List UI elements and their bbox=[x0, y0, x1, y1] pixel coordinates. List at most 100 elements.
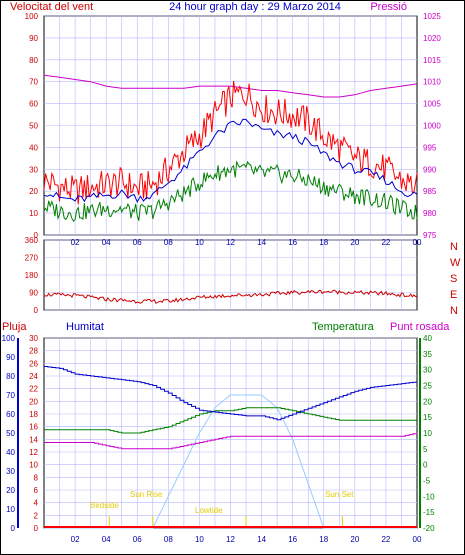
weather-x-tick-label: 18 bbox=[319, 535, 328, 544]
pressure-tick-label: 1020 bbox=[423, 34, 441, 43]
wind-min-line bbox=[43, 160, 418, 223]
weather-x-tick-label: 00 bbox=[413, 535, 422, 544]
rain-tick-label: 20 bbox=[29, 397, 38, 406]
wind-x-tick-label: 12 bbox=[226, 238, 235, 247]
weather-x-tick-label: 02 bbox=[71, 535, 80, 544]
direction-tick-label: 0 bbox=[34, 306, 39, 315]
weather-x-tick-label: 08 bbox=[164, 535, 173, 544]
rain-tick-label: 26 bbox=[29, 359, 38, 368]
temperature-tick-label: 15 bbox=[423, 413, 432, 422]
rain-tick-label: 30 bbox=[29, 334, 38, 343]
wind-x-tick-label: 10 bbox=[195, 238, 204, 247]
rain-tick-label: 18 bbox=[29, 410, 38, 419]
direction-tick-label: 360 bbox=[25, 236, 39, 245]
humidity-tick-label: 70 bbox=[6, 391, 15, 400]
wind-left-tick-label: 0 bbox=[34, 231, 39, 240]
temperature-label: Temperatura bbox=[312, 321, 375, 333]
pressure-tick-label: 980 bbox=[423, 209, 437, 218]
direction-letter-e: E bbox=[450, 289, 457, 301]
rain-tick-label: 4 bbox=[34, 499, 39, 508]
temperature-tick-label: -5 bbox=[423, 477, 431, 486]
direction-letter-n-top: N bbox=[450, 241, 458, 253]
wind-x-tick-label: 00 bbox=[413, 238, 422, 247]
wind-left-tick-label: 70 bbox=[29, 78, 38, 87]
pressure-tick-label: 1005 bbox=[423, 100, 441, 109]
dewpoint-line bbox=[44, 433, 418, 450]
temperature-tick-label: 40 bbox=[423, 334, 432, 343]
pressure-tick-label: 1000 bbox=[423, 122, 441, 131]
rain-tick-label: 28 bbox=[29, 347, 38, 356]
humidity-tick-label: 100 bbox=[2, 334, 16, 343]
humidity-tick-label: 10 bbox=[6, 505, 15, 514]
temperature-tick-label: 0 bbox=[423, 461, 428, 470]
humidity-line bbox=[44, 366, 418, 421]
weather-x-tick-label: 12 bbox=[226, 535, 235, 544]
rain-tick-label: 14 bbox=[29, 435, 38, 444]
pressure-tick-label: 975 bbox=[423, 231, 437, 240]
wind-x-tick-label: 04 bbox=[102, 238, 111, 247]
direction-letter-s: S bbox=[450, 273, 457, 285]
temperature-tick-label: -15 bbox=[423, 508, 435, 517]
wind-left-tick-label: 30 bbox=[29, 165, 38, 174]
humidity-tick-label: 90 bbox=[6, 353, 15, 362]
temperature-tick-label: -10 bbox=[423, 492, 435, 501]
annotation-sunset: Sun Set bbox=[325, 490, 354, 499]
wind-gust-line bbox=[43, 80, 418, 205]
wind-speed-line bbox=[43, 118, 418, 204]
axis-labels: 0102030405060708090100975980985990995100… bbox=[2, 12, 442, 544]
rain-tick-label: 8 bbox=[34, 473, 39, 482]
temperature-tick-label: 30 bbox=[423, 366, 432, 375]
weather-x-tick-label: 22 bbox=[381, 535, 390, 544]
rain-tick-label: 16 bbox=[29, 423, 38, 432]
humidity-tick-label: 50 bbox=[6, 429, 15, 438]
wind-left-tick-label: 90 bbox=[29, 34, 38, 43]
wind-x-tick-label: 16 bbox=[288, 238, 297, 247]
annotation-birdside: Birdside bbox=[90, 501, 119, 510]
pressure-tick-label: 1025 bbox=[423, 12, 441, 21]
pressure-label: Pressió bbox=[370, 1, 407, 13]
wind-left-tick-label: 100 bbox=[25, 12, 39, 21]
rain-tick-label: 12 bbox=[29, 448, 38, 457]
temperature-tick-label: 25 bbox=[423, 382, 432, 391]
rain-tick-label: 24 bbox=[29, 372, 38, 381]
wind-left-tick-label: 20 bbox=[29, 187, 38, 196]
wind-x-tick-label: 18 bbox=[319, 238, 328, 247]
humidity-tick-label: 80 bbox=[6, 372, 15, 381]
wind-x-tick-label: 02 bbox=[71, 238, 80, 247]
rain-tick-label: 0 bbox=[34, 524, 39, 533]
pressure-tick-label: 1015 bbox=[423, 56, 441, 65]
wind-x-tick-label: 08 bbox=[164, 238, 173, 247]
temperature-tick-label: 20 bbox=[423, 397, 432, 406]
pressure-tick-label: 990 bbox=[423, 165, 437, 174]
dewpoint-label: Punt rosada bbox=[390, 321, 450, 333]
humidity-tick-label: 0 bbox=[11, 524, 16, 533]
humidity-tick-label: 40 bbox=[6, 448, 15, 457]
temperature-tick-label: 5 bbox=[423, 445, 428, 454]
wind-direction-line bbox=[43, 289, 418, 304]
wind-x-tick-label: 06 bbox=[133, 238, 142, 247]
wind-grid bbox=[44, 15, 417, 236]
pressure-tick-label: 1010 bbox=[423, 78, 441, 87]
chart-title: 24 hour graph day : 29 Marzo 2014 bbox=[169, 1, 341, 13]
weather-x-tick-label: 10 bbox=[195, 535, 204, 544]
wind-x-tick-label: 14 bbox=[257, 238, 266, 247]
weather-x-tick-label: 20 bbox=[350, 535, 359, 544]
temperature-tick-label: 10 bbox=[423, 429, 432, 438]
annotation-lowtide: Lowtide bbox=[195, 506, 223, 515]
direction-tick-label: 90 bbox=[29, 289, 38, 298]
wind-left-tick-label: 60 bbox=[29, 100, 38, 109]
pressure-tick-label: 985 bbox=[423, 187, 437, 196]
weather-x-tick-label: 14 bbox=[257, 535, 266, 544]
temperature-line bbox=[44, 407, 417, 434]
direction-tick-label: 180 bbox=[25, 271, 39, 280]
direction-grid bbox=[44, 239, 417, 311]
humidity-tick-label: 30 bbox=[6, 467, 15, 476]
direction-letter-w: W bbox=[450, 257, 461, 269]
rain-tick-label: 22 bbox=[29, 385, 38, 394]
humidity-tick-label: 60 bbox=[6, 410, 15, 419]
wind-left-tick-label: 40 bbox=[29, 143, 38, 152]
temperature-tick-label: -20 bbox=[423, 524, 435, 533]
